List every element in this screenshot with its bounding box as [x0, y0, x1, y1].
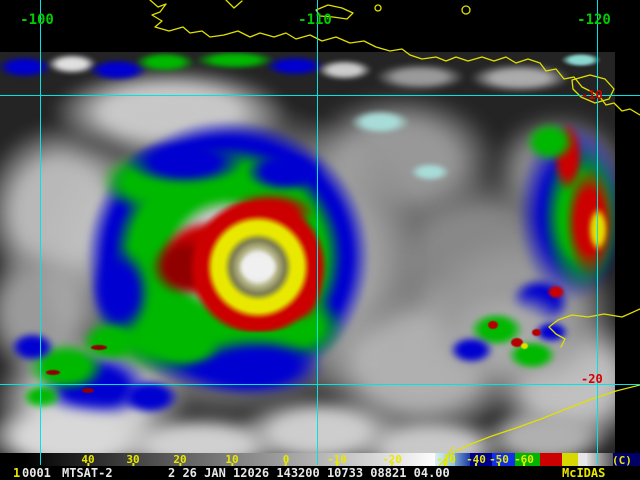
colorbar-tick-label: -50: [489, 453, 509, 466]
coastline-southeast: [548, 308, 640, 348]
colorbar-tick-label: 40: [81, 453, 95, 466]
coastline-island: [374, 4, 382, 12]
coastline-mainland: [149, 0, 640, 116]
longitude-gridline: [40, 0, 41, 465]
colorbar-segment: [0, 453, 435, 466]
temperature-colorbar: [0, 453, 640, 466]
longitude-label: -100: [20, 12, 54, 28]
latitude-label: -20: [581, 372, 603, 386]
frame-number: 1: [13, 466, 21, 480]
latitude-gridline: [0, 384, 640, 385]
mcidas-brand: McIDAS: [562, 466, 606, 480]
colorbar-segment: [540, 453, 562, 466]
coastline-gulf-loop: [571, 74, 615, 104]
colorbar-tick-label: 30: [126, 453, 140, 466]
longitude-gridline: [597, 0, 598, 465]
colorbar-segment: [470, 453, 492, 466]
image-readout: 2 26 JAN 12026 143200 10733 08821 04.00: [168, 466, 450, 480]
coastline-south: [438, 384, 640, 467]
colorbar-segment: [492, 453, 515, 466]
satellite-image-canvas[interactable]: [0, 52, 615, 453]
latitude-label: -10: [581, 88, 603, 102]
colorbar-tick-label: -40: [466, 453, 486, 466]
colorbar-segment: [455, 453, 470, 466]
colorbar-tick-label: -60: [514, 453, 534, 466]
colorbar-segment: [562, 453, 578, 466]
longitude-label: -110: [298, 12, 332, 28]
coastline-inlet: [225, 0, 243, 9]
colorbar-tick-label: 0: [282, 453, 290, 466]
latitude-gridline: [0, 95, 640, 96]
longitude-gridline: [317, 0, 318, 465]
status-bar: 1 0001 MTSAT-2 2 26 JAN 12026 143200 107…: [0, 466, 640, 480]
colorbar-segment: [587, 453, 613, 466]
colorbar-unit-label: (C): [612, 454, 632, 467]
longitude-label: -120: [577, 12, 611, 28]
colorbar-segment: [515, 453, 540, 466]
colorbar-tick-label: -30: [436, 453, 456, 466]
colorbar-segment: [613, 453, 640, 466]
colorbar-tick-label: 20: [173, 453, 187, 466]
colorbar-tick-label: 10: [225, 453, 239, 466]
colorbar-segment: [578, 453, 587, 466]
coastline-island: [461, 5, 471, 15]
colorbar-tick-label: -10: [327, 453, 347, 466]
coastline-south-fork: [443, 446, 454, 467]
satellite-name: MTSAT-2: [62, 466, 113, 480]
colorbar-tick-label: -20: [382, 453, 402, 466]
image-id: 0001: [22, 466, 51, 480]
coastline-lagoon: [315, 4, 354, 20]
